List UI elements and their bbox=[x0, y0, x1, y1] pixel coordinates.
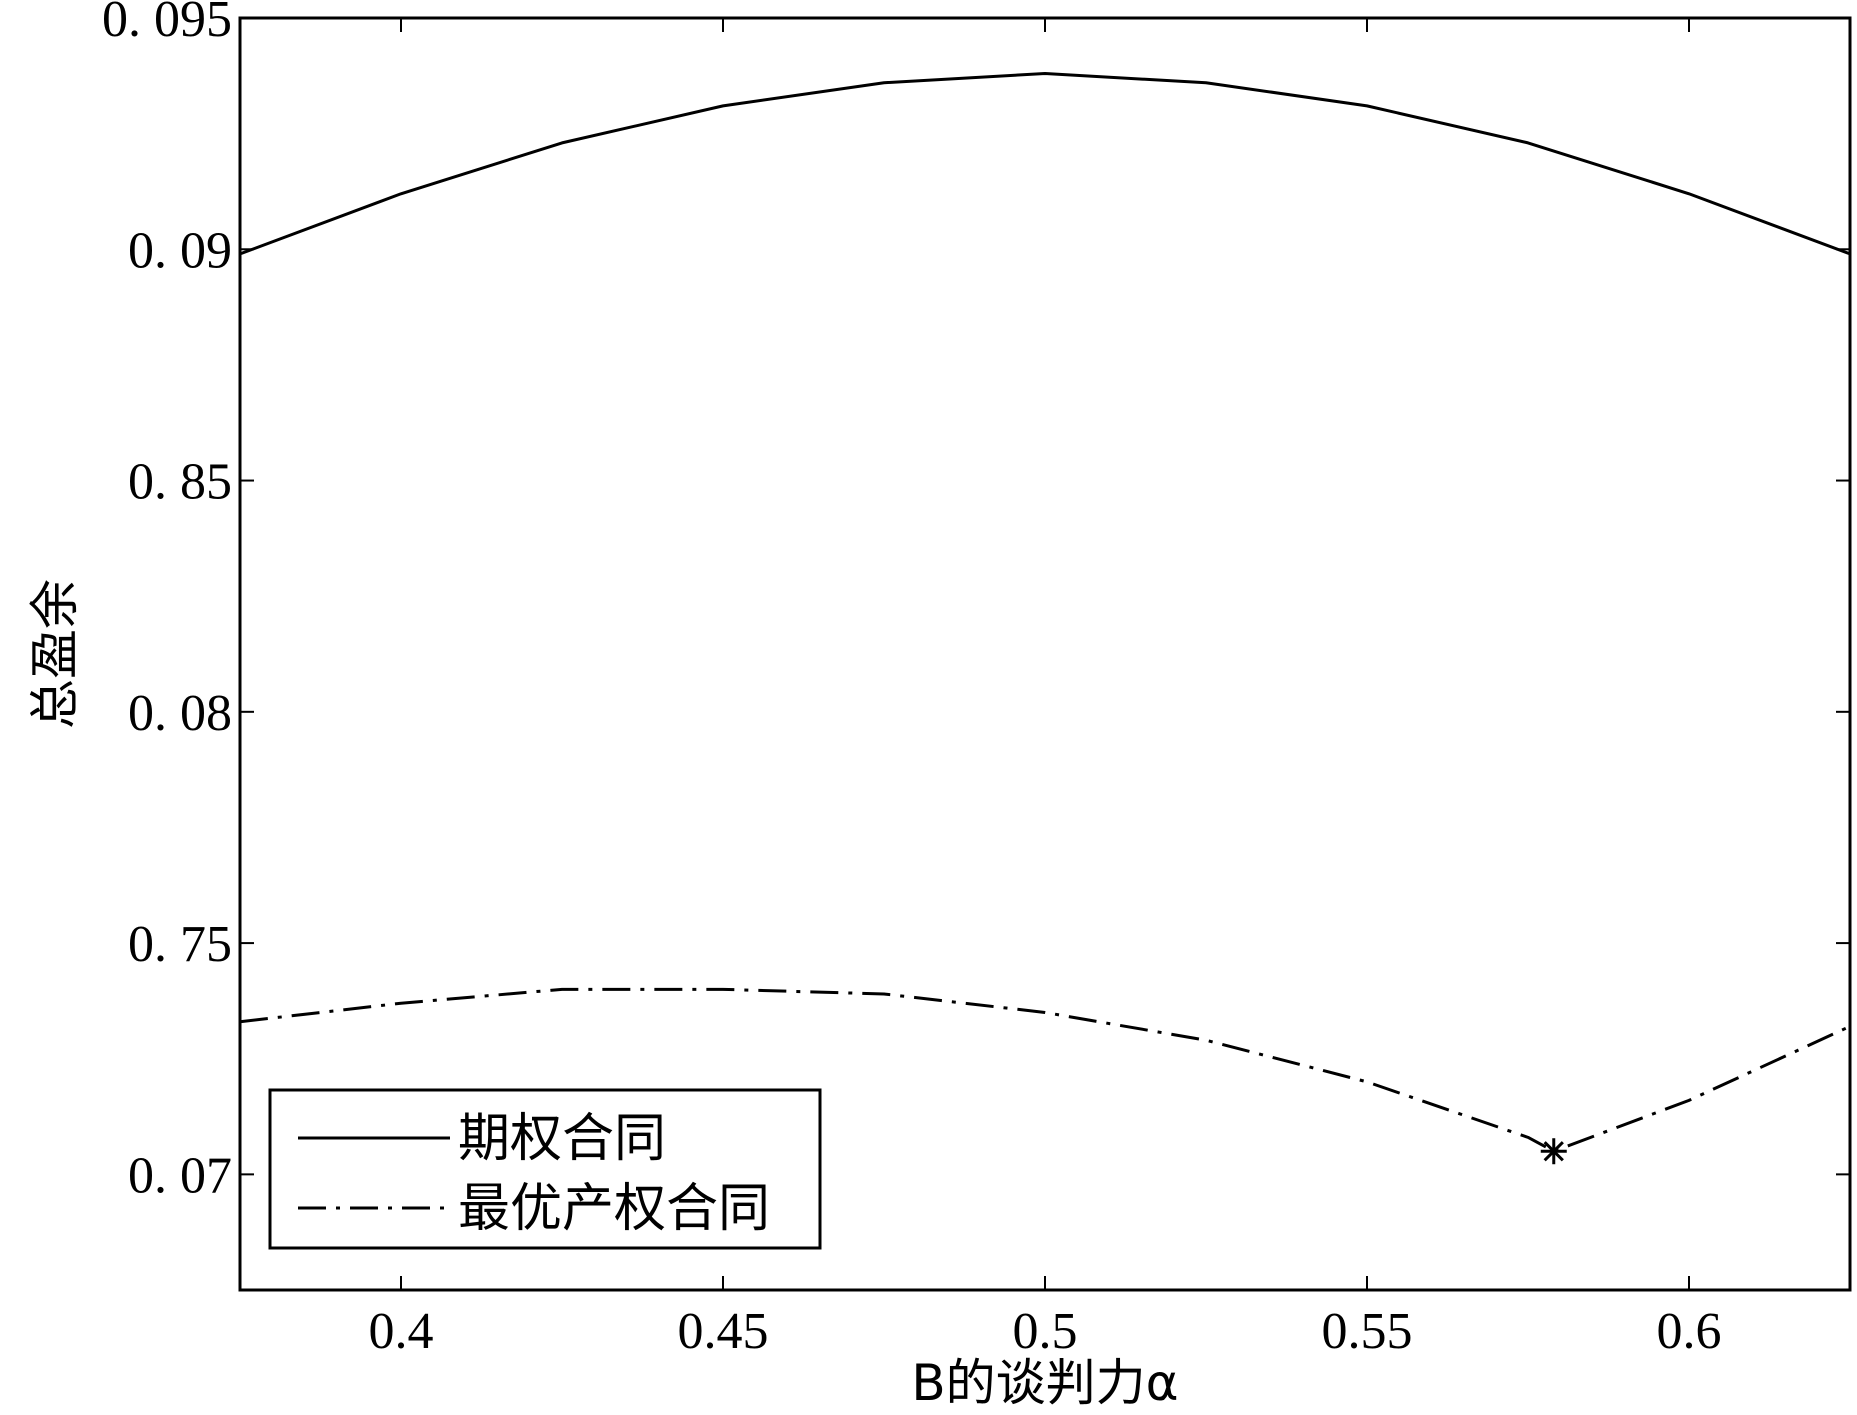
y-tick-label: 0. 08 bbox=[128, 685, 232, 742]
series-line-2 bbox=[239, 987, 1851, 1153]
series-line-1 bbox=[239, 72, 1851, 256]
legend-box bbox=[268, 1088, 822, 1250]
y-tick-label: 0. 095 bbox=[102, 0, 232, 48]
y-tick-label: 0. 09 bbox=[128, 222, 232, 279]
y-tick-label: 0. 07 bbox=[128, 1147, 232, 1204]
star-marker bbox=[1540, 1138, 1567, 1165]
labels-layer: 0.4 0.45 0.5 0.55 0.6 0. 07 0. 75 0. 08 0. 85 0. … bbox=[102, 0, 1722, 1360]
y-tick-label: 0. 75 bbox=[128, 916, 232, 973]
legend: 期权合同 最优产权合同 bbox=[268, 1088, 822, 1250]
x-tick-label: 0.55 bbox=[1322, 1303, 1413, 1360]
series-layer bbox=[239, 72, 1851, 1165]
x-tick-label: 0.6 bbox=[1657, 1303, 1722, 1360]
legend-label-series-1: 期权合同 bbox=[458, 1109, 666, 1169]
plot-area-frame bbox=[238, 16, 1852, 1292]
y-tick-label: 0. 85 bbox=[128, 454, 232, 511]
x-tick-label: 0.5 bbox=[1013, 1303, 1078, 1360]
x-tick-label: 0.45 bbox=[678, 1303, 769, 1360]
x-tick-label: 0.4 bbox=[369, 1303, 434, 1360]
x-axis-title: B的谈判力α bbox=[911, 1354, 1178, 1412]
y-axis-title: 总盈余 bbox=[26, 579, 84, 729]
legend-label-series-2: 最优产权合同 bbox=[458, 1179, 770, 1239]
